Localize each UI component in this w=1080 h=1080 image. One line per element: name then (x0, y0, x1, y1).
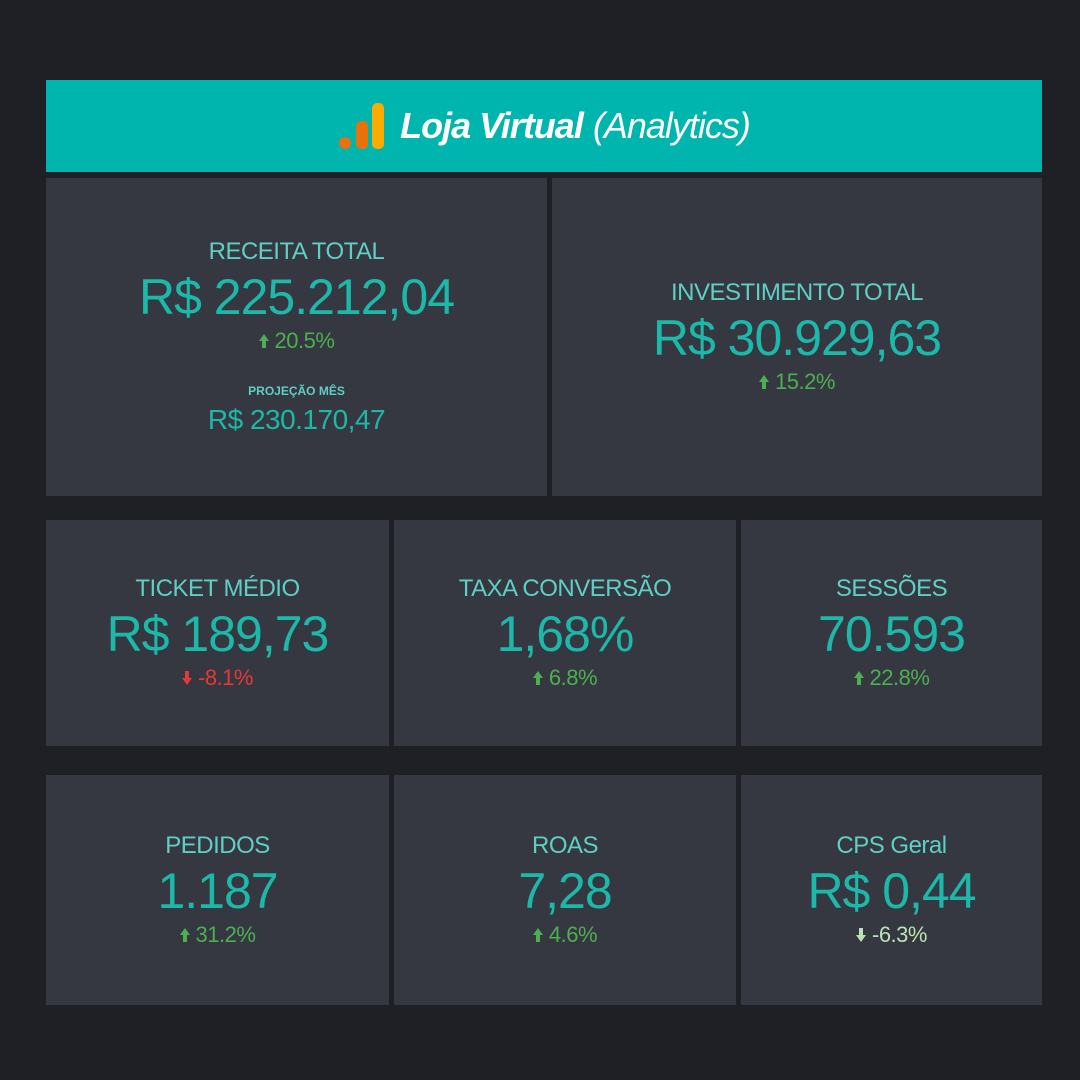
trend-arrow (532, 671, 543, 685)
trend-arrow (853, 671, 864, 685)
header: Loja Virtual (Analytics) (46, 80, 1042, 172)
trend-arrow (182, 671, 192, 685)
trend-arrow (759, 375, 770, 389)
metric-change: 20.5% (258, 328, 335, 354)
subtitle: (Analytics) (592, 105, 751, 146)
change-text: -8.1% (198, 665, 253, 690)
change-text: 4.6% (548, 922, 598, 947)
logo (339, 103, 385, 149)
metric-label: RECEITA TOTAL (208, 238, 385, 265)
title: Loja Virtual (400, 105, 584, 146)
metric-value: 70.593 (818, 606, 966, 662)
metric-change: -6.3% (856, 922, 927, 948)
metric-label: ROAS (531, 832, 599, 859)
metric-value: 1.187 (157, 863, 278, 919)
change-text: 15.2% (775, 369, 835, 394)
trend-arrow (532, 928, 543, 942)
metric-value: 1,68% (496, 606, 635, 662)
trend-arrow (258, 334, 269, 348)
trend-arrow (856, 928, 866, 942)
metric-label: CPS Geral (836, 832, 947, 859)
metric-label: TICKET MÉDIO (135, 575, 300, 602)
change-text: 31.2% (195, 922, 256, 947)
projection-value: R$ 230.170,47 (207, 404, 386, 435)
metric-label: SESSÕES (835, 575, 948, 602)
change-text: -6.3% (872, 922, 927, 947)
metric-change: 31.2% (179, 922, 256, 948)
metric-change: -8.1% (182, 665, 253, 691)
metric-change: 15.2% (759, 369, 835, 395)
metric-value: R$ 225.212,04 (138, 269, 455, 325)
metric-value: R$ 30.929,63 (652, 310, 942, 366)
metric-change: 6.8% (532, 665, 598, 691)
change-text: 6.8% (548, 665, 598, 690)
projection-label: PROJEÇÃO MÊS (248, 384, 345, 398)
trend-arrow (179, 928, 190, 942)
metric-label: PEDIDOS (165, 832, 270, 859)
metric-card: INVESTIMENTO TOTAL R$ 30.929,63 15.2% (552, 178, 1042, 496)
metric-card: SESSÕES 70.593 22.8% (741, 520, 1042, 746)
metric-value: R$ 189,73 (106, 606, 330, 662)
metric-card: PEDIDOS 1.187 31.2% (46, 775, 389, 1005)
change-text: 20.5% (274, 328, 335, 353)
metric-label: INVESTIMENTO TOTAL (671, 279, 923, 306)
metric-card: ROAS 7,28 4.6% (394, 775, 736, 1005)
metric-change: 4.6% (532, 922, 598, 948)
metric-card: TICKET MÉDIO R$ 189,73 -8.1% (46, 520, 389, 746)
metric-change: 22.8% (853, 665, 930, 691)
metric-card: TAXA CONVERSÃO 1,68% 6.8% (394, 520, 736, 746)
metric-value: 7,28 (518, 863, 612, 919)
metric-card: CPS Geral R$ 0,44 -6.3% (741, 775, 1042, 1005)
change-text: 22.8% (869, 665, 930, 690)
metric-card: RECEITA TOTAL R$ 225.212,04 20.5% PROJEÇÃO … (46, 178, 547, 496)
metric-label: TAXA CONVERSÃO (458, 575, 672, 602)
metric-value: R$ 0,44 (807, 863, 976, 919)
